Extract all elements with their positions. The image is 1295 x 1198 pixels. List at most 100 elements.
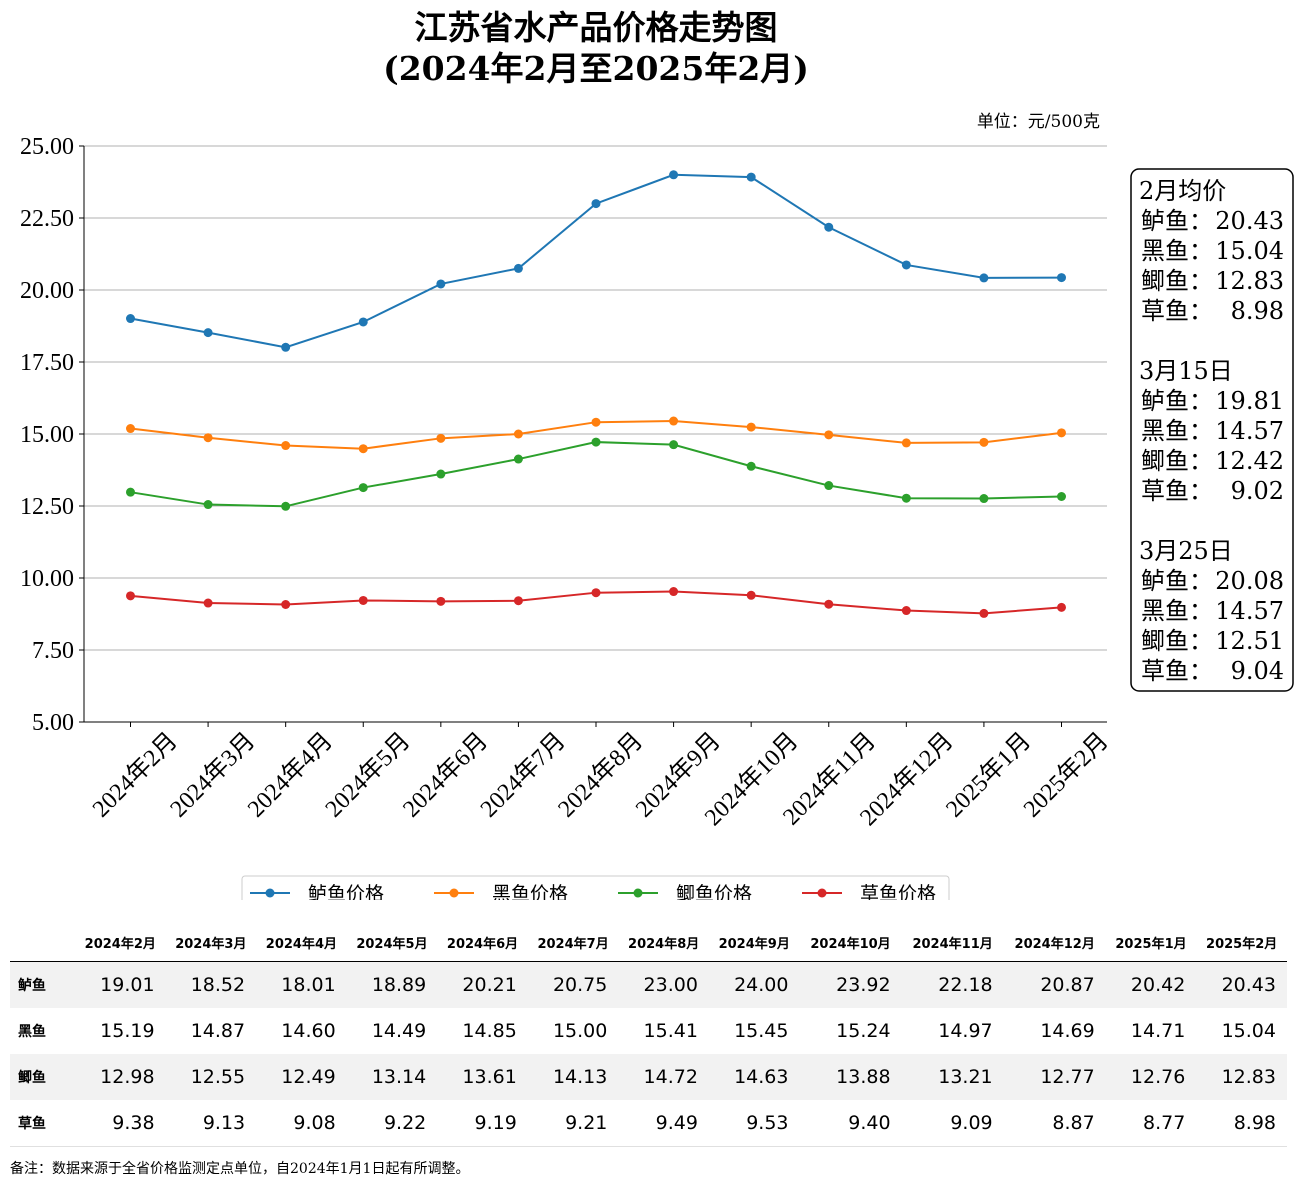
table-cell: 13.14 bbox=[346, 1054, 438, 1100]
table-cell: 15.41 bbox=[643, 1020, 698, 1042]
table-cell: 24.00 bbox=[708, 961, 800, 1008]
data-point bbox=[203, 598, 213, 608]
y-tick-label: 7.50 bbox=[32, 638, 74, 664]
info-box-heading: 3月15日 bbox=[1139, 357, 1233, 385]
table-cell: 15.24 bbox=[836, 1020, 891, 1042]
info-box-frame bbox=[1130, 168, 1294, 692]
info-box-item-name: 黑鱼： bbox=[1141, 237, 1213, 265]
info-box-item-name: 鲈鱼： bbox=[1141, 207, 1213, 235]
table-row-header: 鲫鱼 bbox=[10, 1054, 75, 1100]
table-cell: 18.52 bbox=[165, 961, 257, 1008]
info-box-item-value: 14.57 bbox=[1215, 597, 1284, 625]
legend-label: 鲈鱼价格 bbox=[308, 883, 384, 900]
table-column-header: 2024年6月 bbox=[437, 923, 528, 962]
info-box-item-value: 12.42 bbox=[1215, 447, 1284, 475]
table-row: 鲫鱼 12.98 12.55 12.49 13.14 13.61 14.13 14.72 14.… bbox=[10, 1054, 1287, 1100]
y-tick-label: 22.50 bbox=[20, 206, 74, 232]
data-point bbox=[901, 438, 911, 448]
info-box-item-name: 黑鱼： bbox=[1141, 597, 1213, 625]
y-tick-label: 5.00 bbox=[32, 710, 74, 736]
axes: 5.00 7.50 10.00 12.50 15.00 17.50 20.00 22.50 25… bbox=[20, 134, 1114, 831]
info-box-item-value: 9.04 bbox=[1231, 657, 1284, 685]
footnote: 备注：数据来源于全省价格监测定点单位，自2024年1月1日起有所调整。 bbox=[10, 1161, 470, 1177]
info-box-item-name: 鲫鱼： bbox=[1141, 627, 1213, 655]
data-point bbox=[126, 487, 135, 497]
data-point bbox=[824, 481, 834, 491]
data-point bbox=[436, 596, 446, 606]
table-cell: 18.89 bbox=[346, 961, 438, 1008]
data-point bbox=[126, 314, 135, 324]
info-box-item-value: 15.04 bbox=[1215, 237, 1284, 265]
table-cell: 14.49 bbox=[371, 1020, 427, 1042]
info-box-item-name: 草鱼： bbox=[1141, 297, 1213, 325]
table-cell: 23.00 bbox=[618, 961, 709, 1008]
price-trend-chart: 江苏省水产品价格走势图 (2024年2月至2025年2月) 单位：元/500克 … bbox=[20, 8, 1294, 900]
data-point bbox=[1057, 273, 1066, 283]
table-cell: 9.13 bbox=[202, 1112, 246, 1134]
price-table: 2024年2月 2024年3月 2024年4月 2024年5月 2024年6月 2024年… bbox=[10, 923, 1287, 1147]
data-point bbox=[824, 430, 834, 440]
data-point bbox=[669, 416, 679, 426]
table-cell: 14.97 bbox=[938, 1020, 993, 1042]
unit-label: 单位：元/500克 bbox=[977, 112, 1100, 132]
info-box-item-value: 20.43 bbox=[1215, 207, 1284, 235]
data-point bbox=[669, 440, 679, 450]
legend-frame bbox=[241, 875, 950, 900]
table-cell: 14.85 bbox=[462, 1020, 517, 1042]
data-point bbox=[126, 424, 135, 434]
info-box-item-value: 19.81 bbox=[1215, 387, 1284, 415]
table-cell: 14.72 bbox=[618, 1054, 709, 1100]
data-point bbox=[979, 437, 989, 447]
table-column-header: 2024年10月 bbox=[799, 923, 902, 962]
data-point bbox=[358, 444, 368, 454]
info-box-item-name: 草鱼： bbox=[1141, 477, 1213, 505]
data-point bbox=[358, 317, 368, 327]
data-point bbox=[746, 172, 756, 182]
data-point bbox=[281, 441, 291, 451]
y-tick-label: 15.00 bbox=[20, 422, 74, 448]
table-row-header: 黑鱼 bbox=[18, 1024, 46, 1040]
table-cell: 20.87 bbox=[1003, 961, 1106, 1008]
legend: 鲈鱼价格 黑鱼价格 鲫鱼价格 草鱼价格 bbox=[241, 875, 950, 900]
data-point bbox=[436, 469, 446, 479]
table-cell: 9.38 bbox=[112, 1112, 155, 1134]
info-box-item-name: 鲈鱼： bbox=[1141, 387, 1213, 415]
legend-marker bbox=[633, 888, 643, 898]
table-column-header: 2024年8月 bbox=[618, 923, 709, 962]
table-cell: 12.98 bbox=[75, 1054, 166, 1100]
data-point bbox=[126, 591, 135, 601]
table-cell: 14.63 bbox=[708, 1054, 800, 1100]
legend-label: 鲫鱼价格 bbox=[676, 883, 752, 900]
table-cell: 8.98 bbox=[1233, 1112, 1276, 1134]
table-column-header: 2024年5月 bbox=[346, 923, 438, 962]
data-point bbox=[591, 588, 601, 598]
data-point bbox=[281, 501, 291, 511]
table-column-header: 2024年9月 bbox=[708, 923, 800, 962]
data-point bbox=[901, 493, 911, 503]
legend-marker bbox=[449, 888, 459, 898]
table-cell: 22.18 bbox=[901, 961, 1004, 1008]
info-box-item-name: 鲈鱼： bbox=[1141, 567, 1213, 595]
series-lines bbox=[126, 170, 1066, 618]
table-cell: 13.21 bbox=[901, 1054, 1004, 1100]
table-cell: 14.60 bbox=[281, 1020, 336, 1042]
data-point bbox=[203, 433, 213, 443]
table-cell: 20.43 bbox=[1196, 961, 1287, 1008]
info-box-item-name: 鲫鱼： bbox=[1141, 447, 1213, 475]
data-point bbox=[591, 417, 601, 427]
y-tick-label: 17.50 bbox=[20, 350, 74, 376]
data-point bbox=[203, 328, 213, 338]
table-cell: 13.61 bbox=[437, 1054, 528, 1100]
table-cell: 15.04 bbox=[1221, 1020, 1276, 1042]
table-column-header: 2024年4月 bbox=[256, 923, 347, 962]
legend-label: 黑鱼价格 bbox=[492, 883, 568, 900]
info-box-item-value: 20.08 bbox=[1215, 567, 1284, 595]
table-cell: 9.53 bbox=[746, 1112, 789, 1134]
table-column-header: 2024年11月 bbox=[901, 923, 1004, 962]
chart-title-line1: 江苏省水产品价格走势图 bbox=[415, 8, 778, 47]
info-box-heading: 2月均价 bbox=[1139, 177, 1226, 205]
table-cell: 12.49 bbox=[256, 1054, 347, 1100]
data-point bbox=[513, 263, 523, 273]
table-cell: 18.01 bbox=[256, 961, 347, 1008]
y-tick-label: 12.50 bbox=[20, 494, 74, 520]
